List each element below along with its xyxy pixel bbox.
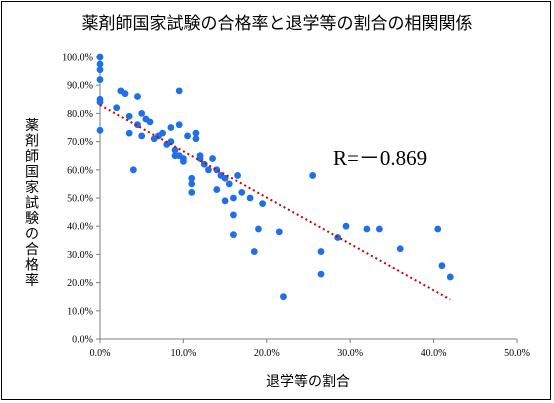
x-axis-ticks: 0.0% 10.0% 20.0% 30.0% 40.0% 50.0% [90, 339, 530, 359]
data-point [96, 126, 104, 134]
data-point [192, 129, 200, 137]
y-tick-label: 0.0% [72, 335, 93, 346]
data-point [146, 118, 154, 126]
y-tick-label: 50.0% [67, 194, 93, 205]
data-point [196, 155, 204, 162]
y-axis-label-text: 薬剤師国家試験の合格率 [25, 118, 39, 289]
y-tick-label: 30.0% [67, 250, 93, 261]
plot-area: 0.0% 10.0% 20.0% 30.0% 40.0% 50.0% 60.0% 70.0% 8… [62, 53, 530, 360]
data-point [375, 225, 383, 233]
x-axis-label: 退学等の割合 [266, 373, 350, 390]
data-point [121, 90, 129, 98]
data-point [200, 160, 208, 168]
data-point [434, 225, 442, 233]
data-point [438, 262, 446, 270]
data-point [250, 248, 258, 255]
y-tick-label: 10.0% [67, 306, 93, 317]
data-point [180, 157, 187, 165]
data-point [246, 194, 254, 202]
x-tick-label: 0.0% [90, 348, 111, 359]
data-point [309, 172, 317, 179]
y-tick-label: 20.0% [67, 278, 93, 289]
x-tick-label: 40.0% [421, 348, 447, 359]
data-points [96, 53, 454, 301]
data-point [96, 66, 104, 74]
data-point [96, 98, 104, 106]
data-point [159, 129, 166, 137]
data-point [171, 146, 179, 154]
y-tick-label: 40.0% [67, 222, 93, 233]
data-point [225, 180, 233, 188]
data-point [221, 174, 229, 182]
data-point [138, 132, 146, 140]
data-point [188, 188, 196, 196]
y-tick-label: 90.0% [67, 81, 93, 92]
data-point [209, 155, 216, 162]
data-point [317, 248, 325, 255]
data-point [259, 200, 267, 208]
data-point [184, 132, 191, 140]
data-point [113, 104, 121, 112]
data-point [334, 234, 342, 241]
data-point [96, 53, 104, 61]
data-point [230, 231, 237, 239]
y-tick-label: 80.0% [67, 109, 93, 120]
data-point [138, 110, 146, 117]
data-point [238, 188, 246, 196]
data-point [188, 174, 196, 182]
x-tick-label: 10.0% [170, 348, 196, 359]
data-point [221, 197, 229, 205]
data-point [275, 228, 283, 236]
chart-title: 薬剤師国家試験の合格率と退学等の割合の相関関係 [82, 14, 473, 34]
data-point [175, 121, 183, 129]
data-point [234, 172, 242, 179]
data-point [125, 129, 133, 137]
data-point [96, 76, 104, 83]
data-point [96, 60, 104, 68]
data-point [129, 166, 137, 174]
data-point [167, 124, 175, 131]
data-point [205, 166, 212, 174]
data-point [230, 211, 237, 219]
data-point [188, 180, 196, 188]
x-tick-label: 50.0% [504, 348, 530, 359]
data-point [213, 186, 221, 193]
data-point [175, 87, 183, 95]
data-point [167, 138, 175, 146]
data-point [134, 93, 141, 100]
data-point [230, 194, 237, 202]
data-point [446, 273, 454, 281]
correlation-annotation: R=－0.869 [333, 146, 427, 170]
data-point [192, 135, 200, 143]
x-tick-label: 20.0% [254, 348, 280, 359]
data-point [125, 112, 133, 120]
data-point [396, 245, 404, 253]
trendline [99, 104, 451, 301]
data-point [342, 222, 350, 230]
y-axis-label: 薬剤師国家試験の合格率 [25, 118, 39, 289]
y-tick-label: 100.0% [62, 53, 93, 64]
data-point [317, 270, 325, 278]
y-tick-label: 60.0% [67, 165, 93, 176]
y-axis-ticks: 0.0% 10.0% 20.0% 30.0% 40.0% 50.0% 60.0% 70.0% 8… [62, 53, 100, 346]
x-tick-label: 30.0% [337, 348, 363, 359]
data-point [255, 225, 262, 233]
data-point [134, 121, 141, 129]
data-point [363, 225, 371, 233]
y-tick-label: 70.0% [67, 137, 93, 148]
data-point [280, 293, 287, 301]
